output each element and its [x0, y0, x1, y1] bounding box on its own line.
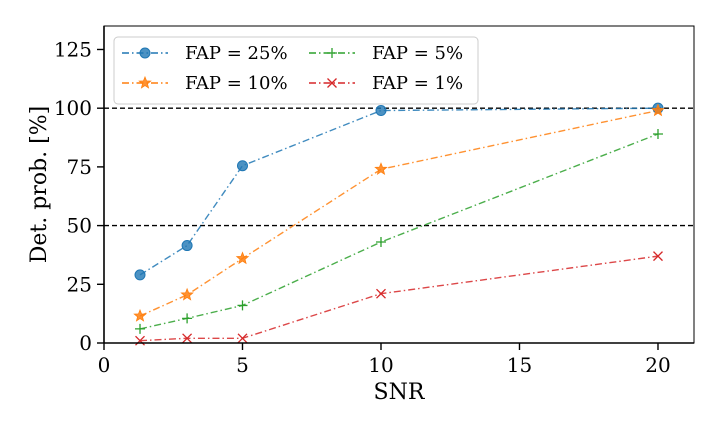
series-markers: [133, 102, 665, 346]
series-line-1: [139, 109, 659, 317]
x-tick-label-0: 0: [98, 353, 111, 377]
x-tick-label-15: 15: [507, 353, 532, 377]
data-point-s3-3: [376, 288, 386, 299]
y-axis-label: Det. prob. [%]: [27, 106, 52, 263]
series-line-2: [139, 133, 659, 330]
legend-label-2: FAP = 5%: [372, 43, 463, 64]
ticks: 0 5 10 15 20 0 25 50 75 100 125: [54, 37, 671, 377]
legend-marker-0: [139, 47, 151, 59]
legend-label-3: FAP = 1%: [372, 73, 463, 94]
data-point-s3-1: [182, 333, 193, 344]
y-tick-label-50: 50: [67, 214, 92, 238]
data-point-s3-4: [653, 251, 663, 262]
data-point-s2-0: [135, 323, 146, 334]
y-tick-label-100: 100: [54, 96, 92, 120]
data-point-s2-4: [652, 129, 663, 140]
data-point-s3-2: [237, 333, 248, 344]
data-point-s1-2: [235, 251, 250, 265]
series-line-3: [139, 255, 659, 342]
reference-lines: [104, 107, 694, 227]
data-point-s0-3: [375, 105, 387, 117]
legend-marker-2: [327, 48, 337, 58]
data-point-s0-0: [134, 269, 146, 281]
data-point-s1-3: [374, 162, 388, 175]
series-line-0: [139, 107, 658, 276]
x-tick-label-5: 5: [236, 353, 249, 377]
y-tick-label-125: 125: [54, 37, 92, 61]
legend-label-1: FAP = 10%: [185, 73, 288, 94]
data-point-s0-2: [236, 160, 248, 172]
data-point-s2-2: [237, 300, 248, 311]
axes: [103, 25, 695, 344]
x-axis-label: SNR: [374, 380, 426, 405]
x-tick-label-10: 10: [368, 353, 393, 377]
y-tick-label-25: 25: [67, 272, 92, 296]
legend-marker-3: [327, 78, 337, 88]
data-point-s1-1: [180, 287, 194, 301]
data-point-s0-1: [181, 240, 193, 252]
legend-marker-1: [138, 75, 152, 89]
data-point-s2-3: [375, 237, 386, 248]
data-point-s1-4: [651, 103, 665, 117]
legend-box: [113, 36, 479, 105]
legend: FAP = 25% FAP = 10% FAP = 5% FAP = 1%: [113, 36, 479, 105]
x-tick-label-20: 20: [645, 353, 670, 377]
data-point-s2-1: [182, 313, 193, 324]
y-tick-label-75: 75: [67, 155, 92, 179]
series-lines: [139, 107, 659, 342]
data-point-s1-0: [133, 308, 147, 322]
legend-label-0: FAP = 25%: [185, 43, 288, 64]
y-tick-label-0: 0: [79, 331, 92, 355]
